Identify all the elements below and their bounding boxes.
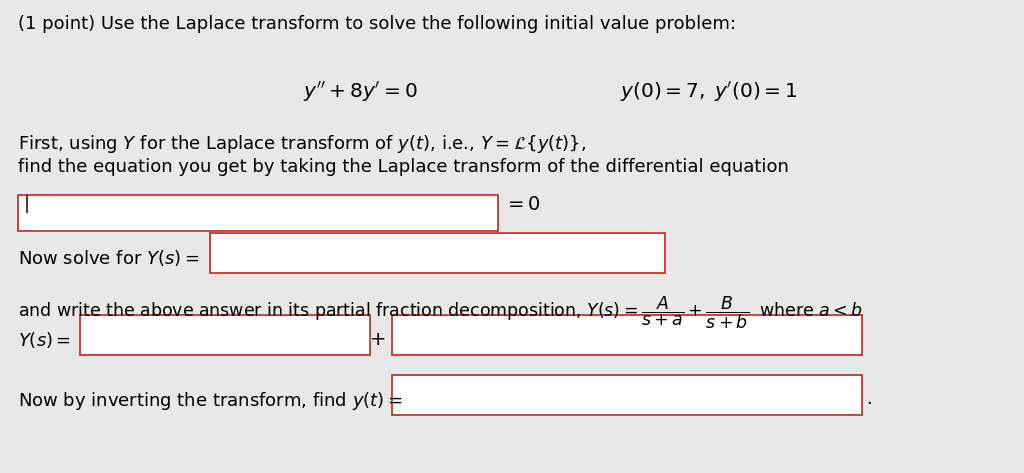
Text: $Y(s) =$: $Y(s) =$	[18, 330, 71, 350]
Text: Now by inverting the transform, find $y(t) =$: Now by inverting the transform, find $y(…	[18, 390, 402, 412]
FancyBboxPatch shape	[210, 233, 665, 273]
Text: +: +	[370, 330, 386, 349]
Text: $y(0) = 7,\; y'(0) = 1$: $y(0) = 7,\; y'(0) = 1$	[620, 80, 798, 104]
FancyBboxPatch shape	[392, 375, 862, 415]
Text: Now solve for $Y(s) =$: Now solve for $Y(s) =$	[18, 248, 200, 268]
Text: (1 point) Use the Laplace transform to solve the following initial value problem: (1 point) Use the Laplace transform to s…	[18, 15, 736, 33]
Text: and write the above answer in its partial fraction decomposition, $Y(s) = \dfrac: and write the above answer in its partia…	[18, 295, 863, 332]
Text: $= 0$: $= 0$	[504, 195, 541, 214]
Text: $y'' + 8y' = 0$: $y'' + 8y' = 0$	[303, 80, 417, 104]
FancyBboxPatch shape	[392, 315, 862, 355]
Text: |: |	[24, 195, 30, 213]
FancyBboxPatch shape	[80, 315, 370, 355]
Text: .: .	[866, 390, 871, 408]
Text: First, using $Y$ for the Laplace transform of $y(t)$, i.e., $Y = \mathcal{L}\{y(: First, using $Y$ for the Laplace transfo…	[18, 133, 587, 155]
FancyBboxPatch shape	[18, 195, 498, 231]
Text: find the equation you get by taking the Laplace transform of the differential eq: find the equation you get by taking the …	[18, 158, 788, 176]
